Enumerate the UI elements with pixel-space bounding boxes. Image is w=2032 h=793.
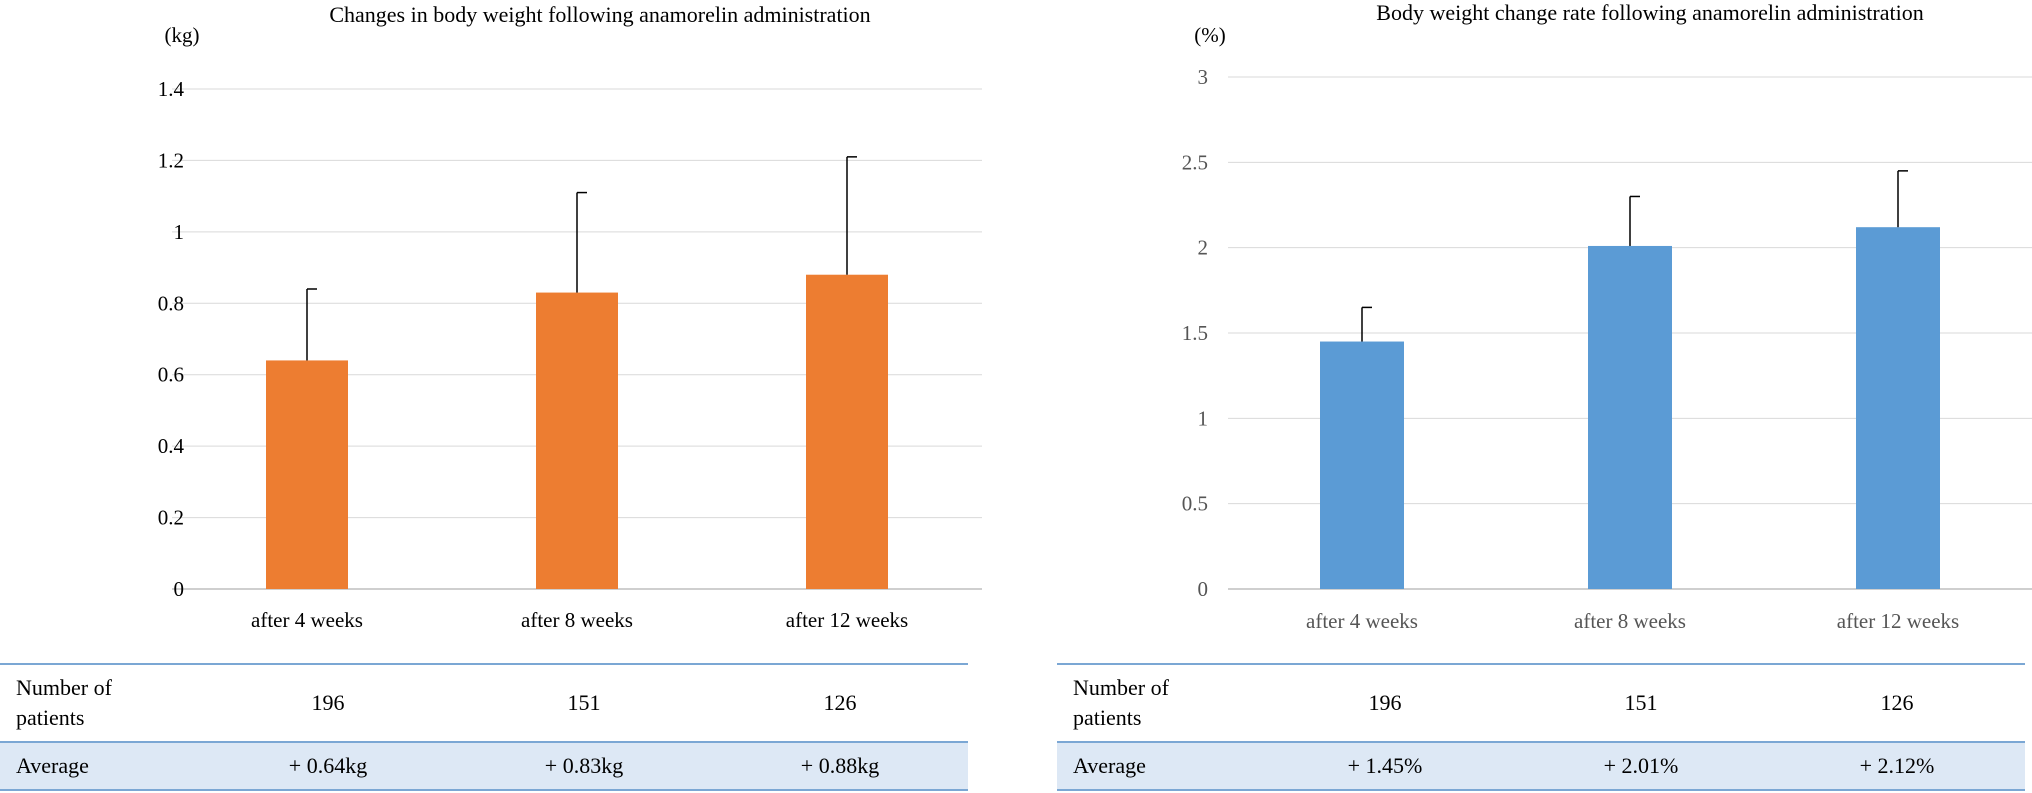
x-category-label: after 4 weeks (1306, 609, 1418, 633)
table-cell: 151 (1513, 663, 1769, 742)
bar (806, 274, 888, 589)
bar (266, 360, 348, 589)
y-tick-label: 2.5 (1182, 150, 1208, 174)
y-tick-label: 0.4 (158, 434, 185, 458)
weight-change-panel: Changes in body weight following anamore… (0, 0, 990, 793)
table-cell: 126 (1769, 663, 2025, 742)
x-category-label: after 8 weeks (521, 608, 633, 632)
table-row-patients: Number of patients 196 151 126 (1057, 663, 2025, 742)
row-label-average: Average (0, 741, 200, 791)
chart-title: Body weight change rate following anamor… (1376, 0, 1923, 25)
table-cell: + 2.12% (1769, 741, 2025, 791)
y-tick-label: 3 (1198, 65, 1209, 89)
row-label-patients: Number of patients (1057, 663, 1257, 742)
x-category-label: after 12 weeks (786, 608, 908, 632)
table-cell: + 0.64kg (200, 741, 456, 791)
y-tick-label: 1 (1198, 406, 1209, 430)
row-label-average: Average (1057, 741, 1257, 791)
y-axis-unit-label: (kg) (165, 23, 200, 47)
table-cell: 126 (712, 663, 968, 742)
y-tick-label: 0.8 (158, 291, 184, 315)
table-cell: 196 (200, 663, 456, 742)
table-row-average: Average + 1.45% + 2.01% + 2.12% (1057, 741, 2025, 791)
weight-change-rate-panel: Body weight change rate following anamor… (1050, 0, 2032, 793)
table-row-patients: Number of patients 196 151 126 (0, 663, 968, 742)
y-tick-label: 2 (1198, 236, 1209, 260)
bar (536, 292, 618, 589)
table-cell: 196 (1257, 663, 1513, 742)
y-tick-label: 0.2 (158, 506, 184, 530)
x-category-label: after 12 weeks (1837, 609, 1959, 633)
x-category-label: after 4 weeks (251, 608, 363, 632)
y-tick-label: 1.5 (1182, 321, 1208, 345)
bar (1320, 341, 1404, 589)
row-label-patients: Number of patients (0, 663, 200, 742)
y-tick-label: 1.2 (158, 148, 184, 172)
y-tick-label: 1 (174, 220, 185, 244)
table-row-average: Average + 0.64kg + 0.83kg + 0.88kg (0, 741, 968, 791)
weight-change-chart: Changes in body weight following anamore… (158, 2, 982, 632)
weight-change-table: Number of patients 196 151 126 Average +… (0, 663, 968, 791)
table-cell: + 2.01% (1513, 741, 1769, 791)
y-tick-label: 0.5 (1182, 492, 1208, 516)
y-tick-label: 0 (174, 577, 185, 601)
bar (1856, 227, 1940, 590)
bar (1588, 245, 1672, 589)
x-category-label: after 8 weeks (1574, 609, 1686, 633)
table-cell: + 0.88kg (712, 741, 968, 791)
table-cell: + 1.45% (1257, 741, 1513, 791)
table-cell: 151 (456, 663, 712, 742)
weight-change-rate-chart: Body weight change rate following anamor… (1182, 0, 2032, 633)
y-tick-label: 0 (1198, 577, 1209, 601)
y-axis-unit-label: (%) (1194, 23, 1225, 47)
table-cell: + 0.83kg (456, 741, 712, 791)
y-tick-label: 1.4 (158, 77, 185, 101)
weight-change-rate-table: Number of patients 196 151 126 Average +… (1057, 663, 2025, 791)
y-tick-label: 0.6 (158, 363, 184, 387)
chart-title: Changes in body weight following anamore… (329, 2, 870, 27)
